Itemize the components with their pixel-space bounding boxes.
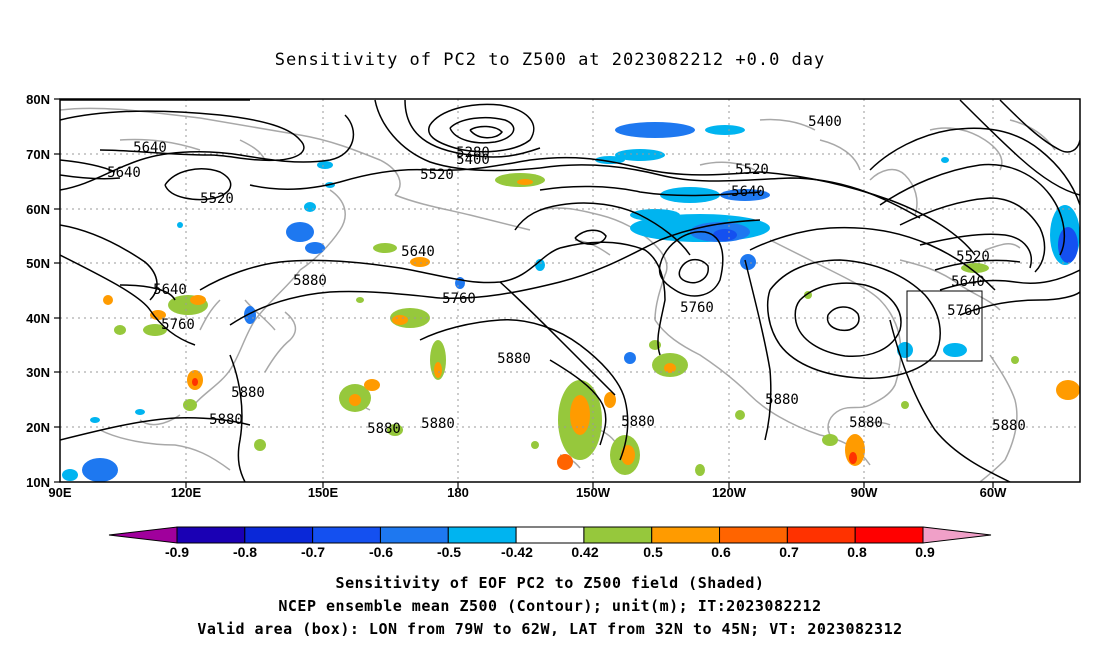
- contour-label: 5520: [420, 167, 454, 183]
- contour-label: 5880: [765, 392, 799, 408]
- z500-contours: [60, 99, 1080, 482]
- lat-label: 30N: [26, 365, 50, 380]
- contour-label: 5760: [161, 317, 195, 333]
- contour-label: 5760: [947, 303, 981, 319]
- map-frame: [59, 98, 1081, 483]
- contour-label: 5880: [231, 385, 265, 401]
- lon-label: 120E: [171, 485, 202, 500]
- contour-label: 5280: [456, 145, 490, 161]
- colorbar-label: 0.42: [571, 544, 598, 560]
- longitude-labels: 90E 120E 150E 180 150W 120W 90W 60W: [48, 485, 1007, 500]
- contour-label: 5880: [293, 273, 327, 289]
- lon-label: 150E: [308, 485, 339, 500]
- caption-valid-area: Valid area (box): LON from 79W to 62W, L…: [197, 620, 903, 638]
- caption-contour: NCEP ensemble mean Z500 (Contour); unit(…: [278, 597, 822, 615]
- lat-label: 70N: [26, 147, 50, 162]
- colorbar-label: 0.9: [915, 544, 935, 560]
- contour-label: 5760: [680, 300, 714, 316]
- contour-label: 5640: [951, 274, 985, 290]
- latitude-labels: 80N 70N 60N 50N 40N 30N 20N 10N: [26, 92, 50, 490]
- lat-label: 80N: [26, 92, 50, 107]
- colorbar-swatch: [922, 526, 992, 544]
- colorbar-label: -0.8: [233, 544, 257, 560]
- contour-label: 5880: [421, 416, 455, 432]
- colorbar-label: 0.7: [779, 544, 799, 560]
- lat-ticks: [54, 98, 60, 483]
- colorbar-label: -0.6: [369, 544, 393, 560]
- colorbar-swatch: [854, 526, 924, 544]
- contour-label: 5760: [442, 291, 476, 307]
- map-title: Sensitivity of PC2 to Z500 at 2023082212…: [274, 50, 826, 70]
- lat-label: 20N: [26, 420, 50, 435]
- colorbar-swatch: [176, 526, 246, 544]
- lat-label: 40N: [26, 311, 50, 326]
- contour-labels: 5640 5640 5520 5280 5400 5520 5400 5520 …: [107, 114, 1026, 437]
- valid-area-box: [906, 290, 983, 362]
- colorbar-label: -0.7: [301, 544, 325, 560]
- lat-label: 50N: [26, 256, 50, 271]
- contour-label: 5640: [731, 184, 765, 200]
- colorbar-label: -0.42: [501, 544, 533, 560]
- colorbar-swatch: [312, 526, 381, 544]
- lon-label: 60W: [980, 485, 1007, 500]
- colorbar-label: -0.9: [165, 544, 189, 560]
- lat-label: 10N: [26, 475, 50, 490]
- coastlines: [60, 107, 1056, 482]
- colorbar-swatch: [515, 526, 585, 544]
- contour-label: 5880: [367, 421, 401, 437]
- colorbar-swatch: [583, 526, 653, 544]
- contour-label: 5880: [209, 412, 243, 428]
- lon-label: 90W: [851, 485, 878, 500]
- contour-label: 5640: [401, 244, 435, 260]
- colorbar-labels: -0.9 -0.8 -0.7 -0.6 -0.5 -0.42 0.42 0.5 …: [165, 544, 935, 560]
- contour-label: 5520: [956, 249, 990, 265]
- lon-ticks: [185, 482, 994, 488]
- contour-label: 5520: [200, 191, 234, 207]
- contour-label: 5880: [497, 351, 531, 367]
- colorbar-swatch: [651, 526, 721, 544]
- contour-label: 5880: [849, 415, 883, 431]
- contour-label: 5400: [456, 152, 490, 168]
- contour-label: 5640: [153, 282, 187, 298]
- colorbar-label: 0.8: [847, 544, 867, 560]
- lat-label: 60N: [26, 202, 50, 217]
- colorbar-swatch: [719, 526, 788, 544]
- contour-label: 5880: [992, 418, 1026, 434]
- colorbar-swatch: [244, 526, 314, 544]
- contour-label: 5640: [133, 140, 167, 156]
- colorbar-swatch: [447, 526, 517, 544]
- colorbar-swatch: [786, 526, 856, 544]
- lon-label: 120W: [712, 485, 747, 500]
- colorbar-label: 0.5: [643, 544, 663, 560]
- contour-label: 5880: [621, 414, 655, 430]
- lon-label: 90E: [48, 485, 71, 500]
- colorbar-label: 0.6: [711, 544, 731, 560]
- colorbar-label: -0.5: [437, 544, 461, 560]
- caption-shading: Sensitivity of EOF PC2 to Z500 field (Sh…: [335, 574, 765, 592]
- lon-label: 180: [447, 485, 469, 500]
- colorbar: [108, 526, 992, 544]
- contour-label: 5640: [107, 165, 141, 181]
- contour-label: 5520: [735, 162, 769, 178]
- colorbar-swatch: [108, 526, 178, 544]
- colorbar-swatch: [379, 526, 449, 544]
- lon-label: 150W: [576, 485, 611, 500]
- contour-label: 5400: [808, 114, 842, 130]
